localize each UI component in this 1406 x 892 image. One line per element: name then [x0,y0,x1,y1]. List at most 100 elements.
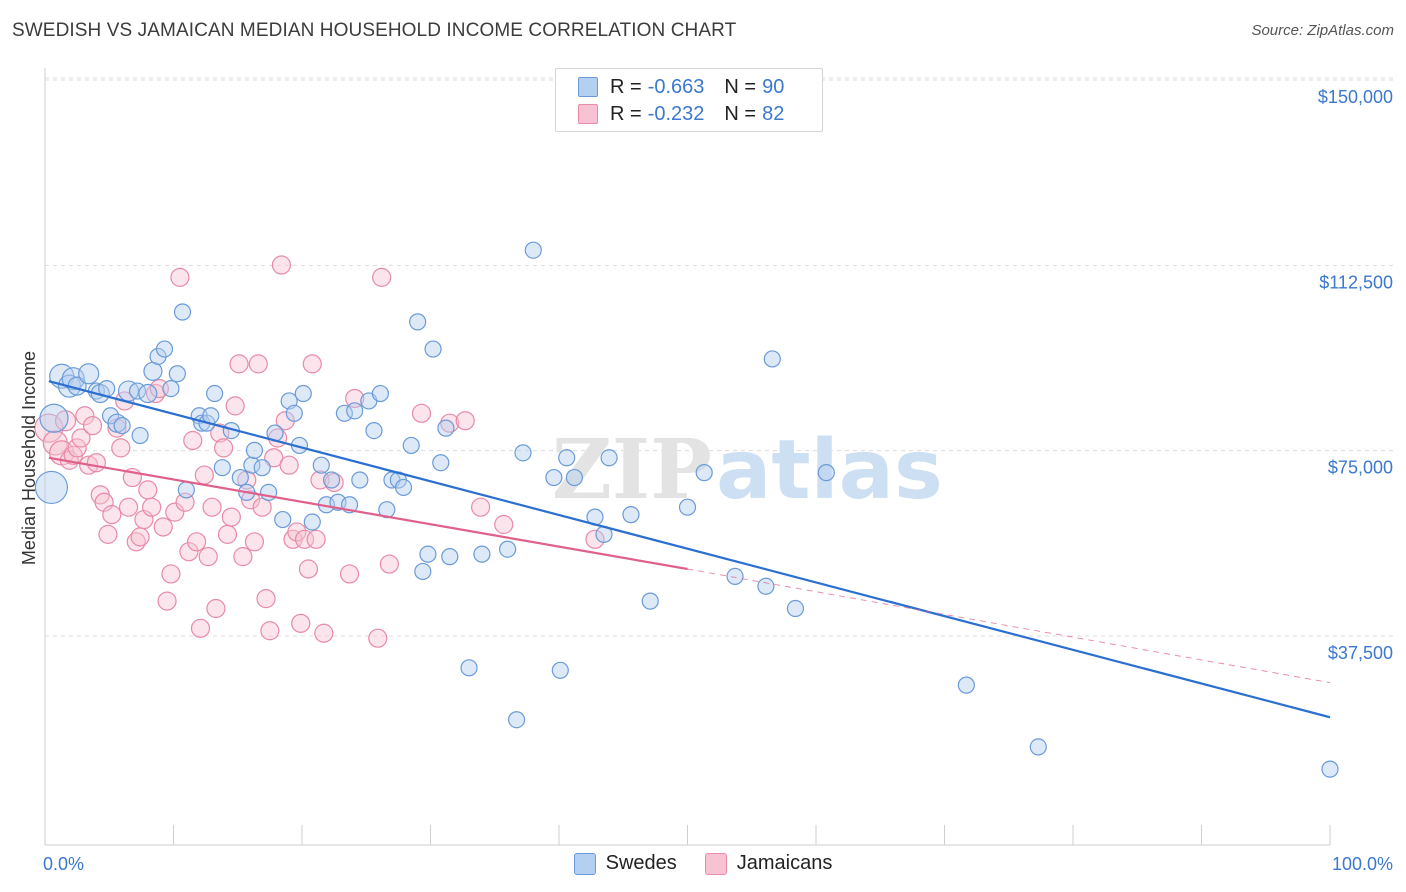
jamaicans-point [411,403,432,423]
jamaicans-point [86,453,107,473]
swedes-point [565,468,584,487]
jamaicans-point [170,267,190,287]
swedes-point [507,711,526,729]
legend-r-label: R = [610,75,642,98]
jamaicans-point [75,406,95,426]
jamaicans-point [142,497,162,517]
jamaicans-point [291,613,311,633]
legend-n-label: N = [724,75,757,98]
jamaicans-point [287,522,307,542]
legend-item-swedes[interactable]: Swedes [573,852,677,875]
jamaicans-point [225,396,245,416]
swedes-point [786,599,805,618]
trend-layer [48,380,1331,719]
legend-n-value: 82 [762,102,785,125]
jamaicans-point [271,255,292,275]
swedes-point [162,379,180,398]
swedes-point [437,419,455,437]
swedes-point [131,426,149,445]
swedes-point [243,456,261,474]
series-swedes [34,241,1339,778]
jamaicans-point [345,388,365,409]
watermark: ZIP atlas [552,422,943,518]
swedes-point [409,313,427,331]
watermark-atlas: atlas [716,423,943,518]
legend-row-swedes: R = -0.663 N = 90 [578,74,784,100]
jamaicans-point [161,564,181,584]
swedes-point [371,384,389,403]
jamaicans-point [198,547,218,567]
jamaicans-point [372,267,392,287]
legend-label-swedes: Swedes [605,852,677,874]
jamaicans-point [102,505,122,525]
jamaicans-point [302,354,322,374]
jamaicans-point [194,465,214,485]
jamaicans-point [298,559,319,579]
swedes-point [957,676,975,694]
swedes-point [177,481,195,499]
jamaicans-point [233,547,253,567]
x-tick-label: 100.0% [1332,854,1393,874]
swedes-point [312,456,330,474]
swedes-point [1029,738,1047,756]
legend-n-label: N = [724,102,757,125]
watermark-zip: ZIP [552,422,712,518]
jamaicans-point [294,529,315,549]
legend-swatch-jamaicans [578,104,598,124]
swedes-point [155,340,174,358]
jamaicans-point [368,628,388,648]
series-legend: Swedes Jamaicans [0,852,1406,875]
legend-n-value: 90 [762,75,785,98]
swedes-point [322,471,341,489]
swedes-point [499,540,517,558]
jamaicans-point [279,455,299,475]
legend-swatch-swedes [578,77,598,97]
jamaicans-trend-extension [687,568,1331,684]
swedes-point [213,459,231,477]
swedes-point [473,545,491,563]
swedes-point [1321,760,1339,778]
y-tick-label: $150,000 [1318,87,1393,107]
jamaicans-point [264,448,284,468]
jamaicans-point [217,524,238,544]
jamaicans-point [455,411,475,431]
jamaicans-point [187,532,207,552]
jamaicans-point [379,554,399,574]
x-tick-label: 0.0% [43,854,84,874]
swedes-point [231,468,249,487]
swedes-point [351,471,369,489]
jamaicans-point [229,354,249,374]
swedes-point [726,567,744,585]
swedes-point [695,464,713,482]
jamaicans-point [71,428,91,448]
jamaicans-point [157,591,177,611]
jamaicans-trend-line [48,456,688,571]
jamaicans-point [260,621,280,641]
swedes-point [817,464,835,482]
swedes-point [763,350,781,368]
swedes-point [206,384,224,403]
jamaicans-point [471,497,491,517]
swedes-point [460,659,478,677]
jamaicans-point [98,524,118,544]
legend-row-jamaicans: R = -0.232 N = 82 [578,101,784,127]
swedes-point [757,577,775,595]
swedes-point [441,548,459,566]
swedes-point [101,407,120,425]
swedes-point [641,592,659,610]
swedes-point [432,454,450,472]
legend-item-jamaicans[interactable]: Jamaicans [704,852,832,875]
jamaicans-point [210,423,230,443]
jamaicans-point [248,354,268,374]
swedes-point [285,404,303,422]
swedes-point [394,478,413,497]
swedes-point [558,449,576,467]
y-axis-title: Median Household Income [19,351,39,565]
jamaicans-point [306,529,326,549]
legend-swatch-swedes [573,852,596,875]
legend-swatch-jamaicans [704,852,727,875]
jamaicans-point [252,497,272,517]
swedes-point [138,383,158,404]
jamaicans-point [206,598,226,619]
swedes-point [551,661,569,679]
